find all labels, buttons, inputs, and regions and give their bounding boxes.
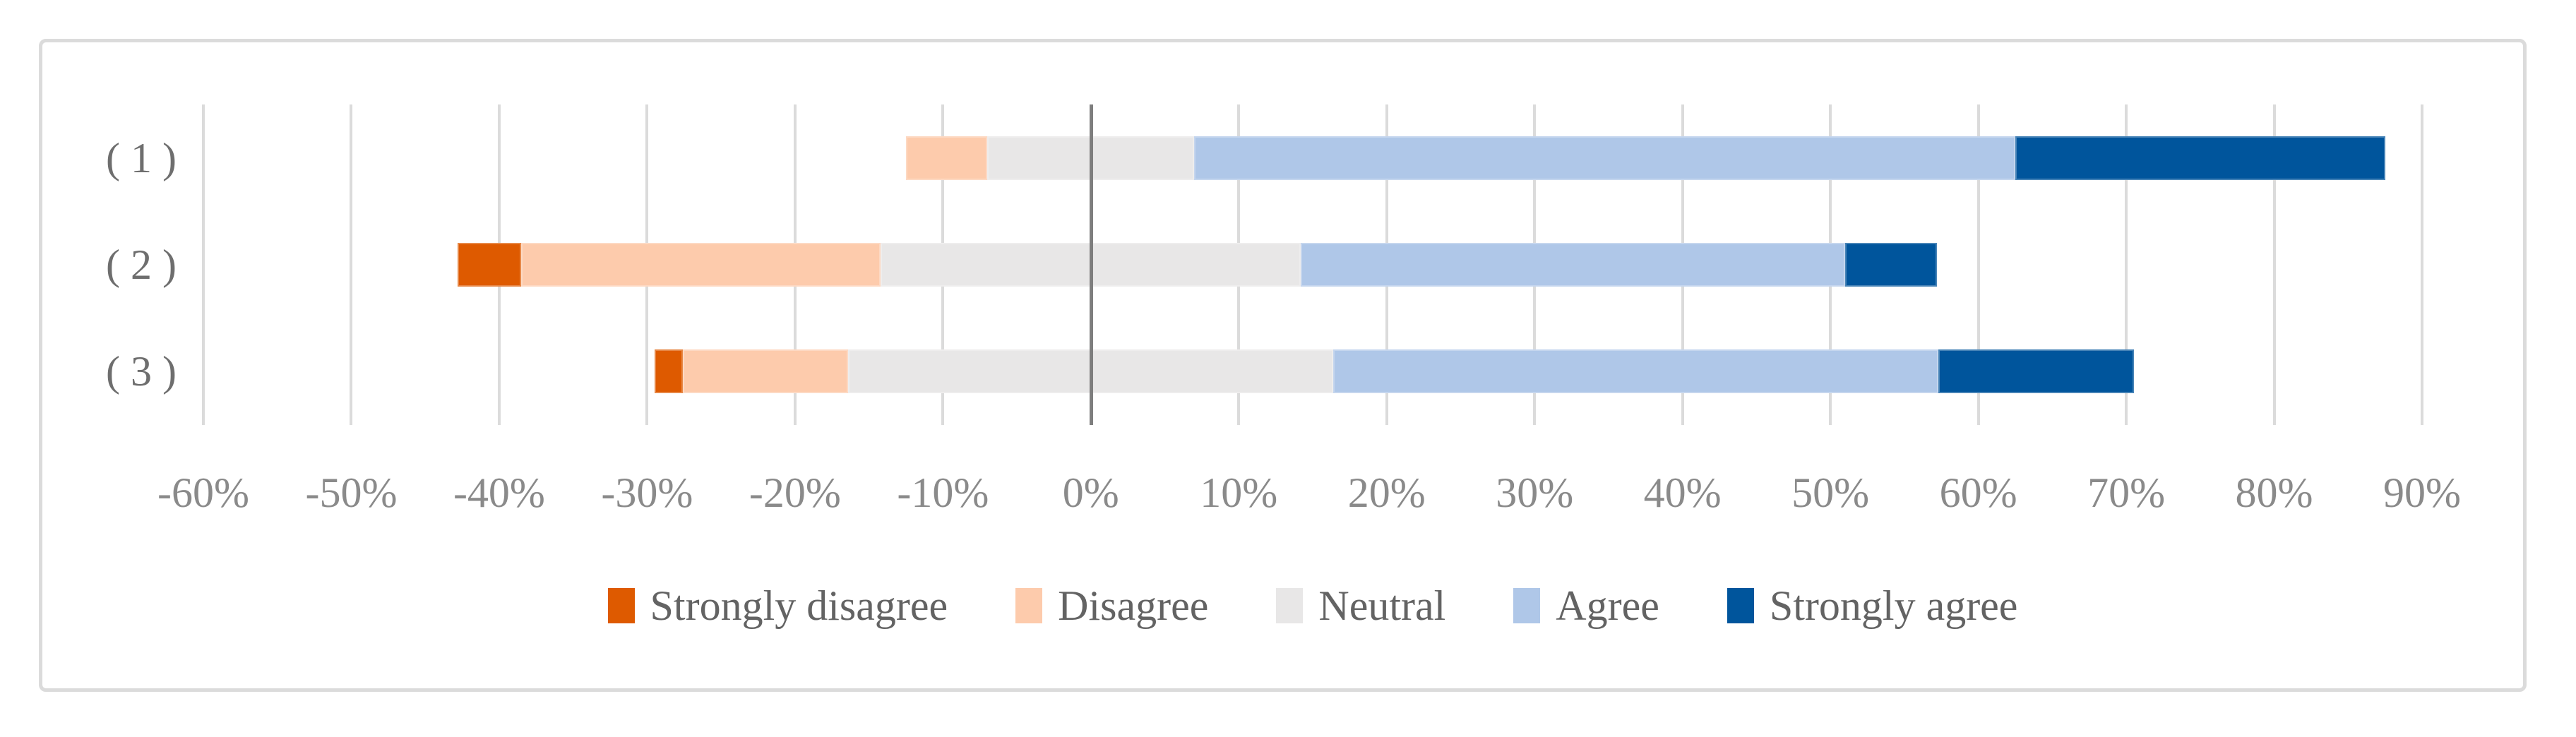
x-tick-20%: 20% xyxy=(1347,469,1426,516)
legend: Strongly disagree Disagree Neutral Agree Str… xyxy=(203,585,2422,627)
gridline-80% xyxy=(2272,104,2276,425)
x-tick-50%: 50% xyxy=(1791,469,1870,516)
x-tick--40%: -40% xyxy=(453,469,545,516)
gridline-60% xyxy=(1976,104,1980,425)
legend-item-strongly-agree: Strongly agree xyxy=(1727,582,2018,629)
bar-segment-disagree xyxy=(905,136,988,180)
x-tick-90%: 90% xyxy=(2383,469,2461,516)
legend-marker-agree-icon xyxy=(1513,588,1541,623)
x-tick-0%: 0% xyxy=(1062,469,1119,516)
legend-item-disagree: Disagree xyxy=(1015,585,1208,627)
category-label: ( 3 ) xyxy=(106,348,177,395)
x-tick--20%: -20% xyxy=(749,469,841,516)
legend-label: Agree xyxy=(1556,582,1659,629)
x-tick-10%: 10% xyxy=(1200,469,1278,516)
category-label: ( 1 ) xyxy=(106,134,177,181)
bar-row-3 xyxy=(0,349,2576,394)
legend-item-neutral: Neutral xyxy=(1276,585,1445,627)
bar-segment-agree xyxy=(1333,349,1939,394)
bar-segment-disagree xyxy=(521,243,881,287)
x-tick--50%: -50% xyxy=(305,469,398,516)
x-tick--60%: -60% xyxy=(157,469,249,516)
bar-segment-strongly-disagree xyxy=(654,349,683,394)
bar-row-1 xyxy=(0,136,2576,180)
bar-segment-agree xyxy=(1301,243,1846,287)
category-label: ( 2 ) xyxy=(106,241,177,288)
legend-marker-strongly-agree-icon xyxy=(1727,588,1754,623)
gridline--50% xyxy=(350,104,353,425)
gridline--60% xyxy=(202,104,205,425)
legend-marker-disagree-icon xyxy=(1015,588,1043,623)
legend-label: Strongly agree xyxy=(1769,582,2018,629)
x-tick-70%: 70% xyxy=(2087,469,2166,516)
x-tick-80%: 80% xyxy=(2235,469,2313,516)
x-tick-30%: 30% xyxy=(1496,469,1574,516)
legend-label: Disagree xyxy=(1058,582,1209,629)
bar-segment-strongly-agree xyxy=(2015,136,2385,180)
gridline-70% xyxy=(2125,104,2128,425)
bar-row-2 xyxy=(0,243,2576,287)
bar-segment-strongly-agree xyxy=(1938,349,2134,394)
bar-segment-strongly-agree xyxy=(1845,243,1937,287)
x-tick-40%: 40% xyxy=(1643,469,1722,516)
legend-label: Neutral xyxy=(1318,582,1446,629)
x-tick--10%: -10% xyxy=(897,469,989,516)
legend-item-agree: Agree xyxy=(1513,585,1659,627)
x-tick--30%: -30% xyxy=(601,469,693,516)
bar-segment-disagree xyxy=(682,349,849,394)
legend-item-strongly-disagree: Strongly disagree xyxy=(607,582,948,629)
legend-marker-strongly-disagree-icon xyxy=(607,588,635,623)
gridline-90% xyxy=(2421,104,2423,425)
legend-marker-neutral-icon xyxy=(1276,588,1304,623)
zero-axis-line xyxy=(1089,104,1093,425)
x-tick-60%: 60% xyxy=(1939,469,2017,516)
bar-segment-strongly-disagree xyxy=(458,243,522,287)
legend-label: Strongly disagree xyxy=(650,582,948,629)
bar-segment-agree xyxy=(1194,136,2015,180)
